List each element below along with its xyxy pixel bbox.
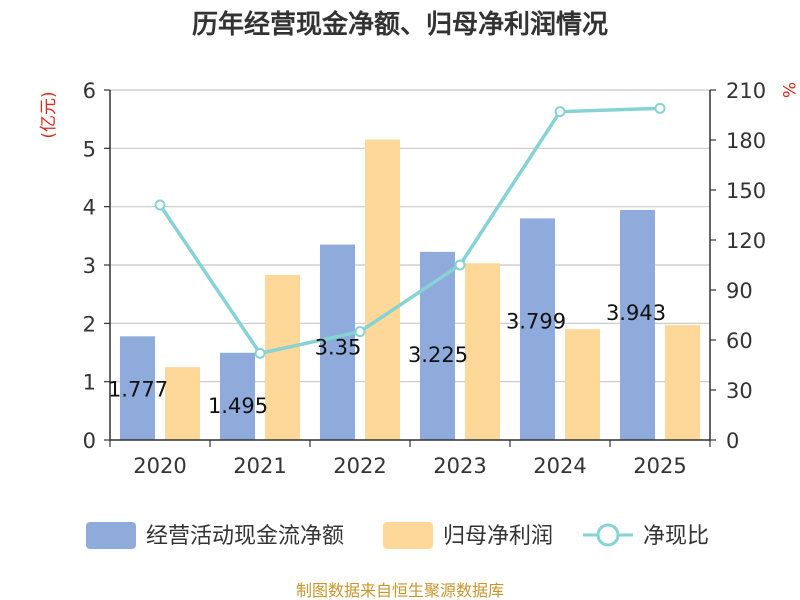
x-tick-label: 2023 <box>433 454 486 478</box>
y-left-tick-label: 3 <box>83 254 96 278</box>
y-left-tick-label: 5 <box>83 137 96 161</box>
bar <box>665 325 700 440</box>
y-left-tick-label: 6 <box>83 79 96 103</box>
ratio-point <box>554 106 566 118</box>
bar <box>365 139 400 441</box>
data-label: 1.777 <box>108 377 168 401</box>
bar <box>220 352 255 440</box>
bar <box>465 263 500 440</box>
bar <box>620 209 655 440</box>
y-right-unit: % <box>778 82 798 98</box>
legend-swatch <box>383 522 433 549</box>
legend-swatch-marker <box>596 523 620 547</box>
y-left-unit: (亿元) <box>39 91 59 138</box>
ratio-line-path <box>158 106 661 356</box>
legend-label: 净现比 <box>643 524 709 549</box>
ratio-point <box>654 102 666 114</box>
data-label: 3.799 <box>506 309 566 333</box>
y-right-tick-label: 0 <box>726 429 739 453</box>
y-left-tick-label: 4 <box>83 196 96 220</box>
ratio-line <box>154 102 666 359</box>
source-note: 制图数据来自恒生聚源数据库 <box>296 581 504 600</box>
x-tick-label: 2025 <box>633 454 686 478</box>
y-right-tick-label: 30 <box>726 379 753 403</box>
x-tick-label: 2021 <box>233 454 286 478</box>
y-right-tick-label: 210 <box>726 79 766 103</box>
bar <box>520 218 555 440</box>
ratio-point <box>454 259 466 271</box>
y-left-tick-label: 0 <box>83 429 96 453</box>
data-label: 3.225 <box>408 343 468 367</box>
y-right-tick-label: 180 <box>726 129 766 153</box>
y-left-tick-label: 2 <box>83 312 96 336</box>
y-right-tick-label: 90 <box>726 279 753 303</box>
y-right-tick-label: 120 <box>726 229 766 253</box>
ratio-point <box>154 199 166 211</box>
chart-title: 历年经营现金净额、归母净利润情况 <box>192 9 608 40</box>
data-label: 3.35 <box>315 336 362 360</box>
x-tick-label: 2022 <box>333 454 386 478</box>
bar <box>265 274 300 440</box>
legend-swatch <box>86 522 136 549</box>
grid <box>110 89 710 441</box>
bar <box>420 251 455 440</box>
bar <box>320 244 355 440</box>
data-label: 3.943 <box>606 301 666 325</box>
legend: 经营活动现金流净额 归母净利润 净现比 <box>86 522 709 549</box>
bar <box>120 336 155 440</box>
ratio-point <box>354 326 366 338</box>
y-left-tick-label: 1 <box>83 371 96 395</box>
y-right-tick-label: 60 <box>726 329 753 353</box>
x-tick-label: 2020 <box>133 454 186 478</box>
data-label: 1.495 <box>208 394 268 418</box>
ratio-point <box>254 347 266 359</box>
data-labels: 1.777 1.495 3.35 3.225 3.799 3.943 <box>108 301 666 418</box>
legend-label: 经营活动现金流净额 <box>146 524 344 549</box>
x-tick-label: 2024 <box>533 454 586 478</box>
bar <box>165 367 200 440</box>
y-right-tick-label: 150 <box>726 179 766 203</box>
legend-label: 归母净利润 <box>443 524 553 549</box>
bars <box>120 139 700 441</box>
bar <box>565 329 600 440</box>
